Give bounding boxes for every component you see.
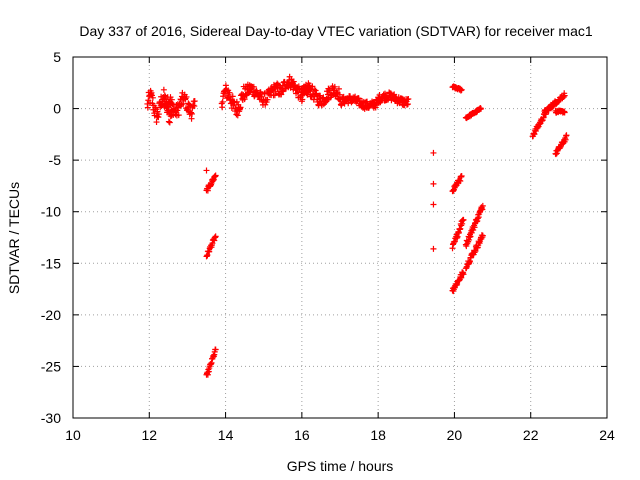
data-point (185, 100, 192, 107)
data-point (563, 132, 570, 139)
data-point (153, 119, 160, 126)
data-point (458, 172, 465, 179)
data-point (189, 110, 196, 117)
data-point (234, 112, 241, 119)
data-point (188, 109, 195, 116)
data-point (479, 202, 486, 209)
data-point (183, 93, 190, 100)
x-axis-label: GPS time / hours (287, 458, 394, 474)
x-tick-label: 12 (141, 427, 157, 443)
data-point (219, 104, 226, 111)
data-point (479, 232, 486, 239)
data-point (180, 100, 187, 107)
data-point (430, 245, 437, 252)
y-tick-label: 5 (53, 49, 61, 65)
data-point (169, 101, 176, 108)
data-point (458, 86, 465, 93)
data-point (212, 172, 219, 179)
data-point (306, 82, 313, 89)
data-point (335, 85, 342, 92)
data-point (324, 96, 331, 103)
data-point (278, 91, 285, 98)
data-point (309, 83, 316, 90)
data-point (311, 86, 318, 93)
data-point (219, 98, 226, 105)
data-point (477, 105, 484, 112)
x-tick-label: 24 (599, 427, 615, 443)
data-point (241, 96, 248, 103)
y-tick-label: -10 (41, 204, 61, 220)
data-point (304, 91, 311, 98)
data-point (271, 92, 278, 99)
data-point (331, 83, 338, 90)
data-point (372, 104, 379, 111)
data-point (155, 111, 162, 118)
data-point (405, 95, 412, 102)
data-point (561, 109, 568, 116)
data-point (299, 96, 306, 103)
data-point (212, 346, 219, 353)
data-point (174, 107, 181, 114)
data-point (404, 101, 411, 108)
chart-title: Day 337 of 2016, Sidereal Day-to-day VTE… (79, 23, 592, 39)
x-tick-label: 10 (65, 427, 81, 443)
data-point (191, 98, 198, 105)
data-point (460, 271, 467, 278)
y-tick-label: -15 (41, 255, 61, 271)
data-point (561, 92, 568, 99)
x-tick-label: 18 (370, 427, 386, 443)
data-points (144, 73, 570, 378)
data-point (226, 89, 233, 96)
x-tick-label: 20 (447, 427, 463, 443)
data-point (149, 94, 156, 101)
data-point (160, 86, 167, 93)
x-tick-label: 22 (523, 427, 539, 443)
data-point (229, 93, 236, 100)
data-point (166, 119, 173, 126)
data-point (233, 98, 240, 105)
data-point (320, 94, 327, 101)
data-point (203, 167, 210, 174)
y-axis-label: SDTVAR / TECUs (6, 182, 22, 294)
x-tick-label: 14 (218, 427, 234, 443)
data-point (144, 104, 151, 111)
data-point (430, 180, 437, 187)
data-point (191, 103, 198, 110)
y-tick-label: -25 (41, 358, 61, 374)
y-tick-labels: 5 0 -5 -10 -15 -20 -25 -30 (41, 49, 61, 426)
y-tick-label: -30 (41, 410, 61, 426)
plot-frame (72, 56, 608, 419)
data-point (460, 216, 467, 223)
data-point (212, 233, 219, 240)
y-tick-label: -5 (49, 152, 62, 168)
data-point (165, 118, 172, 125)
x-tick-labels: 10 12 14 16 18 20 22 24 (65, 427, 615, 443)
data-point (391, 91, 398, 98)
data-point (355, 95, 362, 102)
tick-marks (72, 56, 608, 419)
data-point (204, 371, 211, 378)
data-point (237, 104, 244, 111)
data-point (430, 201, 437, 208)
data-point (264, 96, 271, 103)
data-point (290, 78, 297, 85)
data-point (175, 112, 182, 119)
data-point (233, 111, 240, 118)
data-point (250, 83, 257, 90)
data-point (430, 149, 437, 156)
y-tick-label: -20 (41, 307, 61, 323)
x-tick-label: 16 (294, 427, 310, 443)
y-tick-label: 0 (53, 101, 61, 117)
